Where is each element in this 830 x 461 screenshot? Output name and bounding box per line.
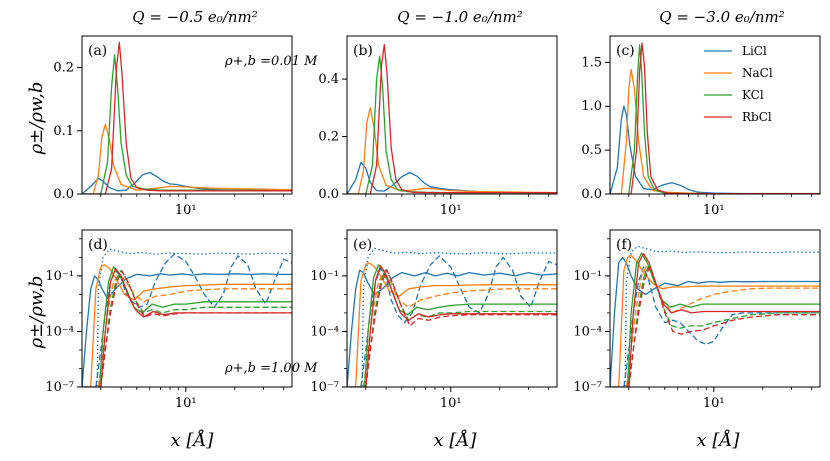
x-axis-label-2: x [Å]	[434, 429, 478, 451]
axes-frame	[346, 229, 558, 388]
panel-label: (e)	[353, 237, 372, 253]
series-kcl-solid	[347, 264, 557, 387]
series-rbcl-solid	[610, 252, 820, 387]
panel-f: 10¹ 10⁻⁷ 10⁻⁴ 10⁻¹ (f)	[573, 229, 821, 411]
panels: 10¹0.00.10.2(a)10¹0.00.20.4(b)10¹0.00.51…	[45, 35, 821, 411]
panel-label: (d)	[88, 237, 108, 253]
series-licl-solid	[610, 105, 820, 194]
series-nacl-solid	[610, 68, 820, 194]
series-licl-dashed	[623, 266, 820, 387]
column-title-1: Q = −0.5 e₀/nm²	[132, 8, 257, 26]
panel-label: (b)	[353, 43, 373, 59]
y-tick-label: 0.2	[318, 130, 339, 145]
series-licl-solid	[347, 269, 557, 387]
y-tick-label: 0.2	[53, 61, 74, 76]
series-nacl-solid	[82, 123, 292, 194]
series-group	[610, 245, 820, 387]
series-rbcl-dashed	[628, 265, 820, 387]
column-title-3: Q = −3.0 e₀/nm²	[659, 8, 784, 26]
y-tick-label: 0.0	[581, 187, 602, 202]
x-axis-label-3: x [Å]	[697, 429, 741, 451]
x-tick-label: 10¹	[175, 396, 197, 411]
series-group	[82, 41, 292, 194]
series-nacl-solid	[347, 262, 557, 387]
legend-label-kcl: KCl	[742, 88, 764, 102]
series-nacl-dashed	[97, 273, 292, 387]
series-nacl-dashed	[362, 271, 557, 387]
series-licl-dashed	[360, 255, 557, 387]
x-tick-label: 10¹	[703, 203, 725, 218]
x-tick-label: 10¹	[440, 396, 462, 411]
series-rbcl-solid	[347, 43, 557, 194]
y-tick-label: 1.0	[581, 99, 602, 114]
series-group	[610, 42, 820, 194]
series-kcl-dashed	[628, 264, 820, 387]
y-tick-label: 10⁻¹	[45, 269, 74, 284]
axes-frame	[81, 35, 293, 195]
y-axis-label-top: ρ±/ρw,b	[26, 82, 47, 156]
panel-a: 10¹ 0.0 0.1 0.2 (a)	[53, 35, 293, 218]
series-group	[347, 43, 557, 194]
legend-label-licl: LiCl	[742, 44, 767, 58]
y-axis-label-bottom: ρ±/ρw,b	[26, 276, 47, 350]
series-licl-solid	[82, 273, 292, 387]
y-tick-label: 10⁻⁴	[45, 324, 74, 339]
series-kcl-solid	[610, 44, 820, 194]
panel-b: 10¹ 0.0 0.2 0.4 (b)	[318, 35, 558, 218]
series-licl-dotted	[82, 248, 292, 387]
y-tick-label: 0.0	[53, 187, 74, 202]
y-tick-label: 10⁻⁷	[45, 380, 74, 395]
axes-frame	[81, 229, 293, 388]
series-nacl-solid	[610, 254, 820, 387]
y-tick-label: 10⁻¹	[573, 269, 602, 284]
axes-frame	[609, 229, 821, 388]
y-tick-label: 10⁻⁴	[573, 324, 602, 339]
series-nacl-solid	[82, 264, 292, 387]
panel-label: (c)	[616, 43, 635, 59]
x-axis-label-1: x [Å]	[171, 429, 215, 451]
y-tick-label: 1.5	[581, 55, 602, 70]
series-group	[82, 248, 292, 387]
x-tick-label: 10¹	[175, 203, 197, 218]
annotation-bottom: ρ+,b =1.00 M	[224, 361, 318, 376]
legend-label-rbcl: RbCl	[742, 110, 772, 124]
x-tick-label: 10¹	[440, 203, 462, 218]
y-tick-label: 0.0	[318, 187, 339, 202]
axes-frame	[346, 35, 558, 195]
series-rbcl-dashed	[365, 269, 557, 387]
series-licl-solid	[82, 171, 292, 194]
column-title-2: Q = −1.0 e₀/nm²	[397, 8, 522, 26]
x-tick-label: 10¹	[703, 396, 725, 411]
series-rbcl-solid	[347, 265, 557, 387]
y-tick-label: 10⁻⁴	[310, 324, 339, 339]
series-licl-dotted	[610, 245, 820, 387]
series-nacl-dashed	[625, 264, 820, 387]
series-rbcl-solid	[82, 41, 292, 194]
legend: LiCl NaCl KCl RbCl	[704, 44, 773, 124]
series-kcl-dashed	[100, 269, 292, 387]
panel-d: 10¹ 10⁻⁷ 10⁻⁴ 10⁻¹ (d)	[45, 229, 293, 411]
series-licl-solid	[610, 256, 820, 387]
series-licl-solid	[347, 161, 557, 194]
panel-e: 10¹ 10⁻⁷ 10⁻⁴ 10⁻¹ (e)	[310, 229, 558, 411]
axes-frame	[609, 35, 821, 195]
panel-label: (a)	[88, 43, 107, 59]
panel-c: 10¹ 0.0 0.5 1.0 1.5 (c) LiCl NaCl KCl RbCl	[581, 35, 821, 218]
y-tick-label: 0.4	[318, 72, 339, 87]
annotation-top: ρ+,b =0.01 M	[224, 54, 318, 69]
series-kcl-solid	[610, 252, 820, 387]
panel-label: (f)	[616, 237, 632, 253]
y-tick-label: 0.1	[53, 124, 74, 139]
series-rbcl-dashed	[100, 270, 292, 387]
series-group	[347, 247, 557, 387]
y-tick-label: 10⁻⁷	[310, 380, 339, 395]
y-tick-label: 10⁻¹	[310, 269, 339, 284]
legend-label-nacl: NaCl	[742, 66, 773, 80]
y-tick-label: 10⁻⁷	[573, 380, 602, 395]
series-nacl-solid	[347, 107, 557, 194]
y-tick-label: 0.5	[581, 143, 602, 158]
